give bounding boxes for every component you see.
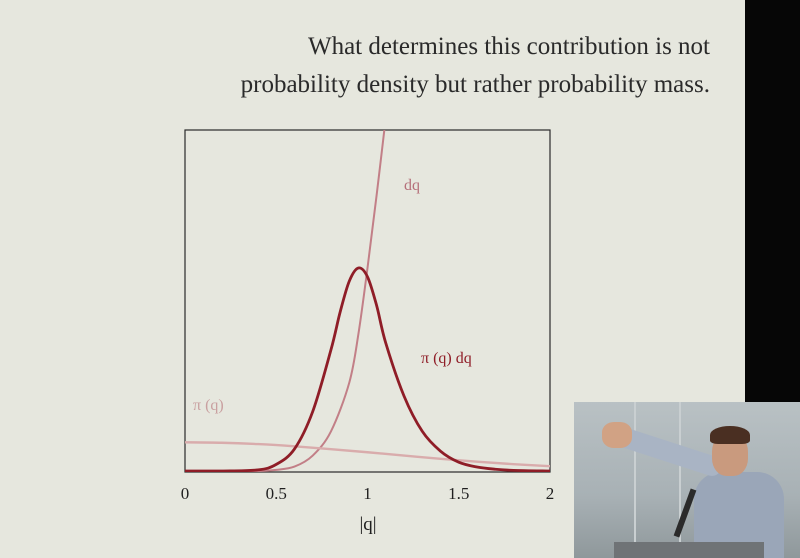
slide: What determines this contribution is not… bbox=[0, 0, 745, 558]
x-tick-label: 1.5 bbox=[448, 484, 469, 503]
speaker-video bbox=[574, 402, 800, 558]
slide-title: What determines this contribution is not… bbox=[120, 28, 710, 104]
podium bbox=[614, 542, 764, 558]
series-line-2 bbox=[185, 266, 550, 472]
x-axis-label: |q| bbox=[359, 514, 376, 535]
x-tick-label: 0 bbox=[181, 484, 190, 503]
x-tick-layer: 0 0.5 1 1.5 2 bbox=[181, 484, 555, 503]
microphone bbox=[673, 488, 697, 538]
plot-frame bbox=[184, 129, 551, 473]
speaker-hair bbox=[710, 426, 750, 444]
title-line-2: probability density but rather probabili… bbox=[240, 71, 710, 98]
title-line-1: What determines this contribution is not bbox=[307, 33, 710, 60]
speaker-hand bbox=[602, 422, 632, 448]
x-tick-label: 0.5 bbox=[266, 484, 287, 503]
x-tick-label: 1 bbox=[363, 484, 372, 503]
x-tick-label: 2 bbox=[546, 484, 555, 503]
wall-line bbox=[634, 402, 636, 558]
series-label-pi-q-dq: π (q) dq bbox=[421, 350, 472, 367]
series-layer bbox=[185, 130, 550, 472]
series-line-1 bbox=[185, 441, 550, 468]
series-line-0 bbox=[185, 130, 386, 472]
wall-line bbox=[679, 402, 681, 558]
series-label-dq: dq bbox=[404, 177, 420, 194]
chart: 0 0.5 1 1.5 2 dq π (q) π (q) dq |q| bbox=[181, 129, 555, 535]
series-label-pi-q: π (q) bbox=[193, 397, 224, 414]
